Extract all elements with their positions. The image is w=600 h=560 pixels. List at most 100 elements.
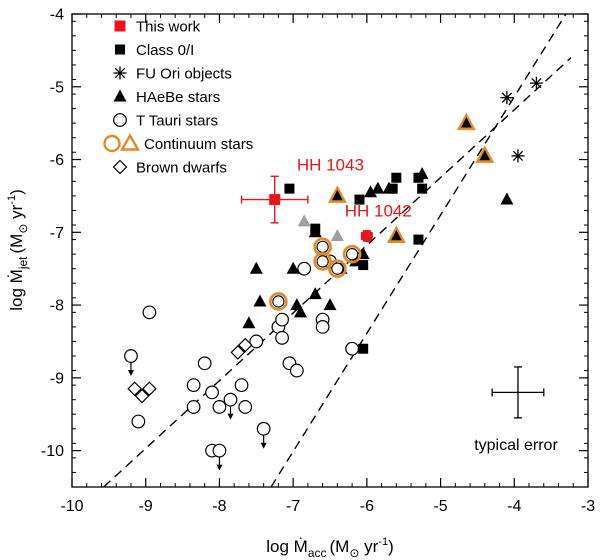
data-point (413, 234, 424, 245)
legend-label: This work (136, 19, 201, 36)
legend-label: Class 0/I (136, 42, 194, 59)
marker-shape (142, 305, 157, 320)
marker-shape (332, 189, 343, 201)
marker-shape (316, 240, 329, 254)
data-point (223, 392, 238, 407)
data-point (500, 91, 514, 105)
marker-shape (316, 255, 329, 268)
marker-shape (103, 134, 121, 153)
marker-shape (205, 385, 219, 400)
marker-stroke (501, 92, 513, 103)
y-axis-label: log Ṁjet(M⊙ yr-1) (6, 189, 30, 311)
x-tick-label: -4 (507, 498, 521, 515)
data-point (382, 181, 396, 194)
series-fu-ori-objects (500, 76, 543, 163)
data-point (124, 349, 138, 363)
marker-shape (127, 381, 143, 397)
x-tick-label: -6 (360, 498, 374, 515)
data-point (284, 183, 295, 194)
this-work-marker (360, 229, 373, 242)
data-point (131, 414, 146, 429)
marker-shape (115, 44, 125, 55)
y-tick-label: -9 (50, 370, 64, 387)
marker-shape (345, 341, 360, 356)
marker-ring (342, 244, 362, 264)
marker-shape (197, 356, 212, 371)
marker-shape (294, 305, 308, 318)
x-tick-label: -3 (581, 498, 595, 515)
marker-shape (249, 334, 264, 349)
legend-marker-circle (103, 134, 121, 153)
marker-shape (284, 183, 295, 194)
marker-shape (124, 349, 138, 363)
data-point (342, 244, 362, 264)
series-t-tauri-upper-limits (127, 362, 267, 471)
series-continuum-stars-circles- (269, 237, 362, 311)
data-point (391, 172, 402, 183)
data-point (186, 400, 201, 414)
data-point (242, 316, 256, 329)
marker-shape (112, 159, 128, 175)
marker-shape (323, 298, 337, 311)
legend-marker (113, 89, 127, 102)
data-point (354, 194, 365, 205)
y-tick-label: -8 (50, 298, 64, 315)
x-tick-label: -8 (212, 498, 226, 515)
marker-shape (237, 337, 253, 353)
data-point (371, 181, 385, 194)
dashed-line-upper (270, 14, 567, 487)
x-tick-label: -7 (286, 498, 300, 515)
arrow-head (227, 413, 234, 420)
marker-shape (382, 181, 396, 194)
x-tick-label: -10 (60, 498, 83, 515)
data-point (256, 421, 271, 436)
legend-marker-triangle (119, 133, 141, 151)
data-point (134, 388, 150, 404)
marker-shape (253, 294, 267, 307)
marker-shape (330, 228, 344, 241)
data-point (328, 259, 347, 278)
annotation-hh-1043: HH 1043 (297, 155, 364, 174)
arrow-head (260, 442, 267, 449)
legend-marker (113, 66, 127, 80)
marker-shape (186, 378, 201, 393)
x-axis-label: log Ṁacc (M⊙ yr-1) (266, 536, 394, 560)
y-tick-label: -10 (41, 443, 64, 460)
data-point (286, 261, 300, 274)
marker-ring (313, 237, 332, 257)
marker-shape (119, 133, 141, 151)
marker-shape (113, 113, 127, 127)
data-point (186, 378, 201, 393)
legend: This work Class 0/I FU Ori objects HAeBe st… (103, 19, 253, 177)
marker-shape (308, 225, 322, 238)
typical-error-label: typical error (474, 437, 558, 454)
data-point (358, 260, 369, 271)
y-tick-label: -7 (50, 225, 64, 242)
data-point (237, 337, 253, 353)
data-point (313, 252, 332, 271)
data-point (456, 112, 476, 131)
marker-ring (313, 252, 332, 271)
marker-shape (297, 261, 312, 276)
this-work-marker (269, 194, 281, 206)
marker-shape (134, 388, 150, 404)
data-point (294, 305, 308, 318)
data-point (227, 405, 234, 420)
legend-label: T Tauri stars (136, 113, 218, 130)
legend-marker (114, 20, 126, 32)
legend-marker (113, 113, 127, 127)
data-point (142, 381, 157, 397)
legend-marker (115, 44, 125, 55)
data-point (511, 149, 525, 163)
marker-shape (249, 261, 263, 274)
marker-shape (113, 89, 127, 102)
marker-shape (286, 261, 300, 274)
axes: -10 -9 -8 -7 -6 -5 -4 -3 -10 -9 -8 -7 -6 -5 -4 (41, 7, 595, 516)
marker-shape (331, 262, 344, 275)
data-point (275, 312, 289, 327)
marker-shape (256, 421, 271, 436)
typical-error-indicator: typical error (474, 366, 558, 454)
marker-shape (230, 345, 246, 360)
arrow-head (216, 464, 223, 471)
